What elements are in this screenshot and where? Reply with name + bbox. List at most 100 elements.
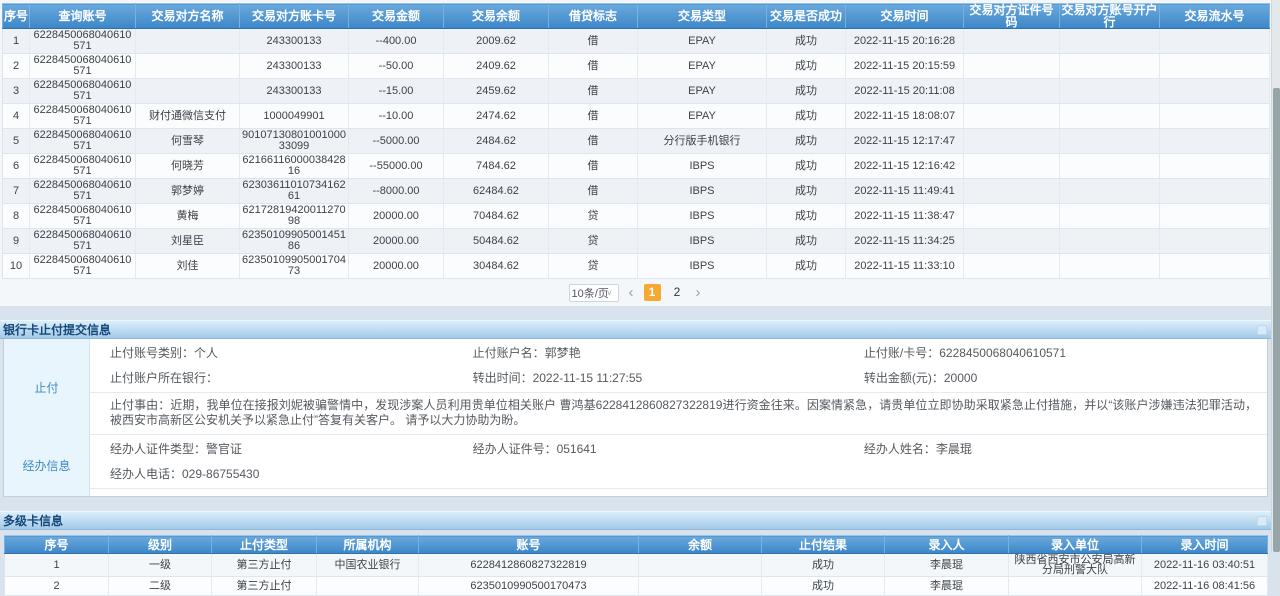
table-cell: 6228450068040610571 [29,78,136,104]
table-cell: 刘佳 [135,253,240,279]
prev-page-button[interactable]: ‹ [628,284,634,301]
table-cell: 何晓芳 [135,153,240,179]
header-row: 序号 查询账号 交易对方名称 交易对方账卡号 交易金额 交易余额 借贷标志 交易类型 交易是否成… [2,3,1270,29]
section-title-text: 多级卡信息 [3,514,64,528]
column-header: 交易金额 [348,3,444,29]
column-header: 录入时间 [1141,535,1268,554]
table-cell [135,28,240,54]
table-cell: 20000.00 [348,253,444,279]
table-cell: --400.00 [348,28,444,54]
table-cell: 8 [2,203,30,229]
page-number-1[interactable]: 1 [643,284,661,301]
table-cell: 2022-11-15 11:34:25 [845,228,964,254]
table-cell: 4 [2,103,30,129]
stop-payment-group-label: 止付 [4,339,90,435]
next-page-button[interactable]: › [695,284,701,301]
column-header: 交易余额 [443,3,549,29]
table-cell [1059,178,1160,204]
table-cell: 62484.62 [443,178,549,204]
table-cell [1059,253,1160,279]
table-cell [963,178,1060,204]
page-size-select[interactable]: 10条/页 ˅ [568,283,619,302]
section-title-text: 银行卡止付提交信息 [3,323,112,337]
table-cell: 何雪琴 [135,128,240,154]
table-cell: 一级 [108,553,212,577]
table-cell: 3 [2,78,30,104]
table-cell: 2022-11-16 03:40:51 [1141,553,1268,577]
column-header: 交易对方名称 [135,3,240,29]
collapse-icon[interactable] [1257,516,1267,526]
vertical-scrollbar[interactable] [1271,0,1280,552]
table-cell: 2022-11-15 11:49:41 [845,178,964,204]
account-name-field: 止付账户名：郭梦艳 [472,346,581,360]
table-cell: 20000.00 [348,228,444,254]
table-cell: 郭梦婷 [135,178,240,204]
table-cell: 中国农业银行 [316,553,419,577]
table-cell [1159,153,1270,179]
table-cell: 20000.00 [348,203,444,229]
table-cell: 成功 [766,253,846,279]
table-cell [1159,228,1270,254]
table-row: 10 6228450068040610571 刘佳 62350109905001704… [2,253,1270,279]
column-header: 级别 [108,535,212,554]
table-cell [963,28,1060,54]
column-header: 录入人 [884,535,1009,554]
table-row: 9 6228450068040610571 刘星臣 62350109905001451… [2,228,1270,254]
column-header: 序号 [4,535,109,554]
column-header: 账号 [418,535,639,554]
table-cell [1059,128,1160,154]
info-box-footer [90,488,1267,496]
table-cell: IBPS [637,228,767,254]
table-cell [963,203,1060,229]
table-cell [1159,128,1270,154]
table-cell: 第三方止付 [211,576,317,596]
table-cell: EPAY [637,28,767,54]
table-cell [1159,78,1270,104]
table-cell: 2022-11-15 11:38:47 [845,203,964,229]
account-type-field: 止付账号类别：个人 [110,346,219,360]
table-cell: 243300133 [239,53,349,79]
column-header: 查询账号 [29,3,136,29]
column-header: 录入单位 [1008,535,1142,554]
table-cell: 1 [4,553,109,577]
table-cell [963,128,1060,154]
table-cell: 2022-11-15 20:11:08 [845,78,964,104]
table-cell: 2022-11-16 08:41:56 [1141,576,1268,596]
table-cell: 6217281942001127098 [239,203,349,229]
table-cell: 9010713080100100033099 [239,128,349,154]
page-number-2[interactable]: 2 [673,285,681,299]
collapse-icon[interactable] [1257,325,1267,335]
table-cell: 2022-11-15 12:17:47 [845,128,964,154]
table-cell: 陕西省西安市公安局高新分局刑警大队 [1008,553,1142,577]
table-cell: 借 [548,153,638,179]
chevron-down-icon: ˅ [606,287,613,298]
table-row: 5 6228450068040610571 何雪琴 90107130801001000… [2,128,1270,154]
table-cell: 6228450068040610571 [29,53,136,79]
table-cell: 2009.62 [443,28,549,54]
table-cell: 7 [2,178,30,204]
table-cell [963,103,1060,129]
table-cell: 成功 [761,576,885,596]
transfer-amount-field: 转出金额(元)：20000 [863,371,978,385]
column-header: 借贷标志 [548,3,638,29]
scrollbar-thumb[interactable] [1273,88,1280,552]
table-row: 4 6228450068040610571 财付通微信支付 1000049901 --1… [2,103,1270,129]
table-cell: 6216611600003842816 [239,153,349,179]
table-cell: IBPS [637,153,767,179]
table-row: 6 6228450068040610571 何晓芳 62166116000038428… [2,153,1270,179]
column-header: 交易对方证件号码 [963,3,1060,29]
table-cell: 6228450068040610571 [29,128,136,154]
table-cell: 2 [2,53,30,79]
table-cell [1008,576,1142,596]
table-cell: 243300133 [239,78,349,104]
table-cell: 9 [2,228,30,254]
table-cell: 贷 [548,203,638,229]
column-header: 止付结果 [761,535,885,554]
table-row: 1 6228450068040610571 243300133 --400.00 200… [2,28,1270,54]
table-cell: 2459.62 [443,78,549,104]
table-cell: IBPS [637,253,767,279]
column-header: 序号 [2,3,30,29]
table-cell [1059,103,1160,129]
table-cell: 成功 [766,78,846,104]
table-cell: 1000049901 [239,103,349,129]
